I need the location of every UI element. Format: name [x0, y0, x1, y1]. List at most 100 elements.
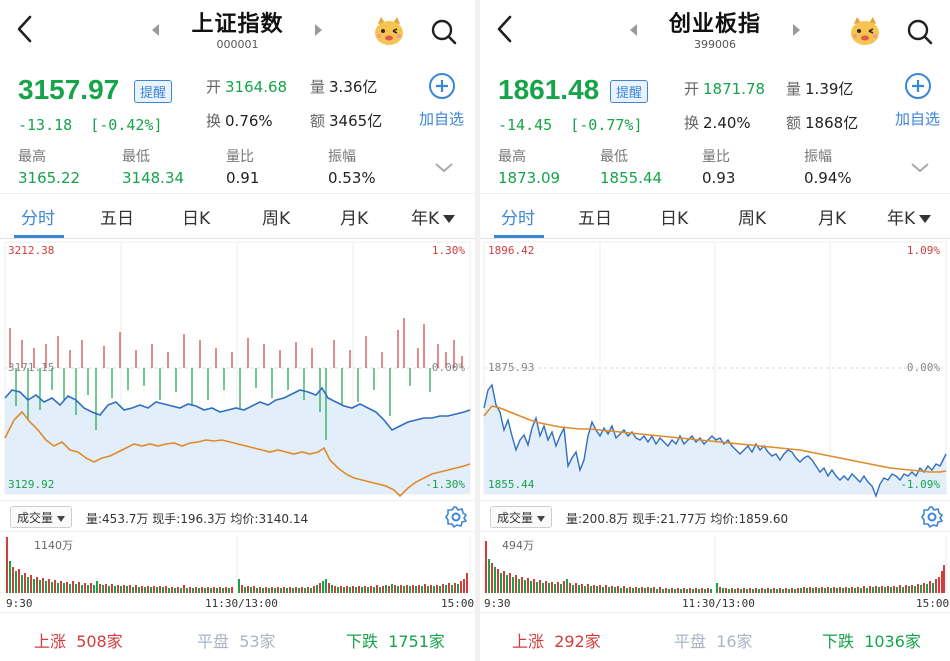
market-breadth: 上涨 508家 平盘 53家 下跌 1751家 [0, 612, 475, 661]
time-open-label: 9:30 [484, 597, 511, 610]
turnover-value: 2.40% [703, 114, 751, 132]
tab-weekly-k[interactable]: 周K [738, 209, 767, 229]
y-axis-bottom-price: 3129.92 [8, 478, 55, 491]
volume-indicator-select[interactable]: 成交量 [490, 506, 553, 528]
amplitude-label: 振幅 [328, 149, 356, 165]
next-arrow-icon[interactable] [314, 22, 328, 40]
high-label: 最高 [18, 149, 46, 165]
back-icon[interactable] [14, 14, 44, 48]
y-axis-mid-price: 1875.93 [488, 361, 535, 374]
change-percent: [-0.77%] [570, 116, 643, 134]
mascot-icon[interactable] [848, 14, 882, 48]
price-area [5, 388, 470, 494]
intraday-chart[interactable]: 1896.42 1.09% 1875.93 0.00% 1855.44 -1.0… [480, 240, 950, 498]
quote-summary: 3157.97 提醒 -13.18 [-0.42%] 开 3164.68 量 3.3… [0, 66, 475, 192]
remind-button[interactable]: 提醒 [610, 80, 649, 103]
volume-histogram-svg [483, 535, 947, 593]
next-arrow-icon[interactable] [792, 22, 806, 40]
panel-chinext: 创业板指 399006 1861.48 提醒 [480, 0, 950, 661]
gear-icon[interactable] [444, 505, 468, 529]
add-circle-icon[interactable] [428, 72, 456, 100]
time-mid-label: 11:30/13:00 [205, 597, 278, 610]
search-icon[interactable] [906, 18, 934, 46]
price-line [4, 386, 471, 432]
y-axis-top-pct: 1.30% [431, 244, 465, 257]
tab-yearly-k-label: 年K [411, 209, 440, 229]
unchanged-count: 53家 [239, 632, 276, 651]
index-code: 000001 [216, 38, 259, 51]
tab-yearly-k-label: 年K [887, 209, 916, 229]
amplitude-value: 0.94% [804, 169, 852, 187]
time-mid-label: 11:30/13:00 [682, 597, 755, 610]
volume-toolbar: 成交量 量:200.8万 现手:21.77万 均价:1859.60 [480, 500, 950, 532]
decliners-label: 下跌 [822, 632, 855, 651]
unchanged: 平盘 16家 [674, 628, 753, 652]
header: 上证指数 000001 [0, 0, 475, 62]
add-watchlist-button[interactable]: 加自选 [895, 110, 941, 128]
volume-indicator-select[interactable]: 成交量 [10, 506, 73, 528]
volume: 量 1.39亿 [786, 78, 853, 99]
add-circle-icon[interactable] [904, 72, 932, 100]
open-label: 开 [206, 78, 222, 96]
vol-ratio-value: 0.91 [226, 169, 260, 187]
tab-intraday[interactable]: 分时 [501, 209, 535, 229]
advancers-label: 上涨 [512, 632, 545, 651]
volume-max-label: 494万 [502, 539, 534, 552]
tab-five-day[interactable]: 五日 [100, 209, 134, 229]
price-line [483, 383, 947, 498]
intraday-chart[interactable]: 3212.38 1.30% 3171.15 0.00% 3129.92 -1.3… [0, 240, 475, 498]
change-value: -14.45 [498, 116, 553, 134]
period-tabs: 分时 五日 日K 周K 月K 年K [0, 193, 475, 239]
tab-monthly-k[interactable]: 月K [818, 209, 847, 229]
amount-label: 额 [310, 112, 326, 130]
tab-five-day[interactable]: 五日 [578, 209, 612, 229]
vol-ratio-label: 量比 [702, 149, 730, 165]
intraday-chart-svg [4, 241, 471, 498]
amplitude-label: 振幅 [804, 149, 832, 165]
mascot-icon[interactable] [372, 14, 406, 48]
last-price: 3157.97 [18, 74, 120, 105]
time-close-label: 15:00 [916, 597, 950, 610]
decliners-count: 1751家 [388, 632, 445, 651]
open-value: 3164.68 [225, 78, 288, 96]
advancers: 上涨 292家 [512, 628, 601, 652]
tab-intraday[interactable]: 分时 [21, 209, 55, 229]
time-open-label: 9:30 [6, 597, 33, 610]
add-watchlist-button[interactable]: 加自选 [419, 110, 465, 128]
unchanged-label: 平盘 [197, 632, 230, 651]
intraday-chart-svg [483, 241, 947, 498]
average-line [483, 405, 947, 473]
intraday-volume-sticks [9, 318, 463, 440]
tab-monthly-k[interactable]: 月K [340, 209, 369, 229]
turnover-rate: 换 2.40% [684, 112, 751, 133]
volume-histogram: 1140万 9:30 11:30/13:00 15:00 [0, 533, 475, 611]
chevron-down-icon[interactable] [908, 158, 932, 178]
search-icon[interactable] [430, 18, 458, 46]
remind-button[interactable]: 提醒 [134, 80, 173, 103]
prev-arrow-icon[interactable] [150, 22, 164, 40]
unchanged-count: 16家 [716, 632, 753, 651]
tab-daily-k[interactable]: 日K [660, 209, 689, 229]
page-title: 上证指数 [191, 12, 284, 37]
back-icon[interactable] [494, 14, 524, 48]
volume-info: 量:200.8万 现手:21.77万 均价:1859.60 [566, 512, 789, 526]
decliners: 下跌 1751家 [346, 628, 445, 652]
volume-value: 3.36亿 [329, 78, 378, 96]
price-area [484, 385, 946, 496]
prev-arrow-icon[interactable] [628, 22, 642, 40]
active-tab-indicator [494, 235, 544, 238]
tab-yearly-k[interactable]: 年K [887, 204, 932, 229]
chevron-down-icon[interactable] [432, 158, 456, 178]
gear-icon[interactable] [920, 505, 944, 529]
amount: 额 1868亿 [786, 112, 858, 133]
tab-weekly-k[interactable]: 周K [262, 209, 291, 229]
dropdown-triangle-icon [919, 215, 932, 223]
volume-histogram-svg [4, 535, 471, 593]
tab-yearly-k[interactable]: 年K [411, 204, 456, 229]
unchanged-label: 平盘 [674, 632, 707, 651]
volume-bars [6, 537, 468, 593]
tab-daily-k[interactable]: 日K [182, 209, 211, 229]
volume-label: 量 [786, 80, 802, 98]
period-tabs: 分时 五日 日K 周K 月K 年K [480, 193, 950, 239]
